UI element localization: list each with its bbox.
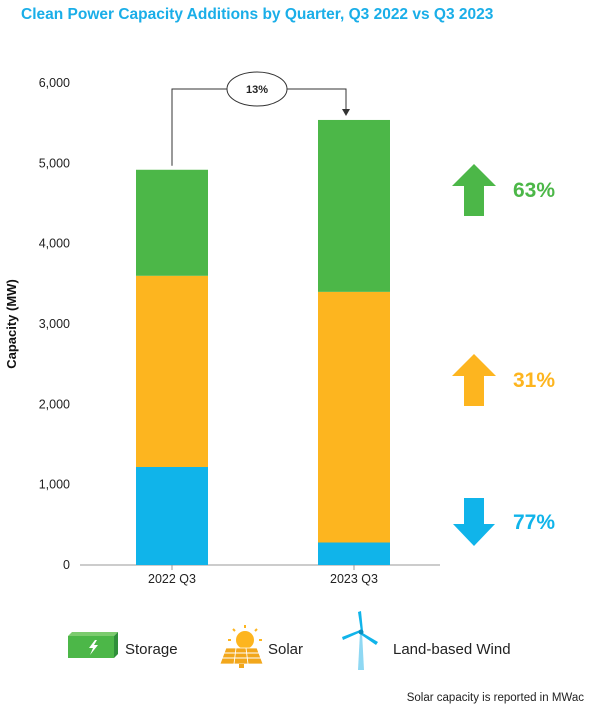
bar-solar-0 [136, 275, 208, 467]
bar-storage-0 [136, 169, 208, 276]
x-tick-label: 2022 Q3 [148, 572, 196, 586]
y-tick-label: 3,000 [39, 317, 70, 331]
change-indicator-solar: 31% [452, 354, 555, 406]
y-tick-label: 0 [63, 558, 70, 572]
bar-solar-1 [318, 291, 390, 543]
connector-line-left [171, 88, 227, 166]
bar-land-based-wind-0 [136, 466, 208, 565]
y-tick-label: 2,000 [39, 397, 70, 411]
change-label: 77% [513, 511, 555, 534]
solar-panel-icon [219, 625, 264, 668]
chart-title: Clean Power Capacity Additions by Quarte… [21, 6, 494, 23]
wind-turbine-icon [342, 611, 378, 670]
bars [136, 119, 390, 565]
arrow-down-icon [453, 498, 495, 546]
change-label: 63% [513, 179, 555, 202]
annotations: 13% 63% 31% 77% [171, 71, 555, 546]
change-indicator-storage: 63% [452, 164, 555, 216]
footnote: Solar capacity is reported in MWac [406, 692, 584, 704]
y-tick-label: 5,000 [39, 156, 70, 170]
total-change-connector: 13% [171, 71, 350, 166]
change-label: 31% [513, 369, 555, 392]
connector-arrowhead [342, 108, 350, 116]
battery-icon [68, 632, 118, 658]
arrow-up-icon [452, 164, 496, 216]
bar-storage-1 [318, 119, 390, 292]
connector-line-right [287, 88, 347, 110]
arrow-up-icon [452, 354, 496, 406]
legend-label-wind: Land-based Wind [393, 641, 511, 658]
y-axis-label: Capacity (MW) [4, 279, 19, 369]
total-change-label: 13% [246, 84, 268, 96]
legend-label-storage: Storage [125, 641, 178, 658]
y-tick-label: 1,000 [39, 478, 70, 492]
x-tick-label: 2023 Q3 [330, 572, 378, 586]
total-change-bubble [226, 71, 288, 107]
legend-label-solar: Solar [268, 641, 304, 658]
y-tick-label: 4,000 [39, 237, 70, 251]
y-tick-label: 6,000 [39, 76, 70, 90]
bar-land-based-wind-1 [318, 542, 390, 565]
change-indicator-land-based-wind: 77% [453, 498, 555, 546]
